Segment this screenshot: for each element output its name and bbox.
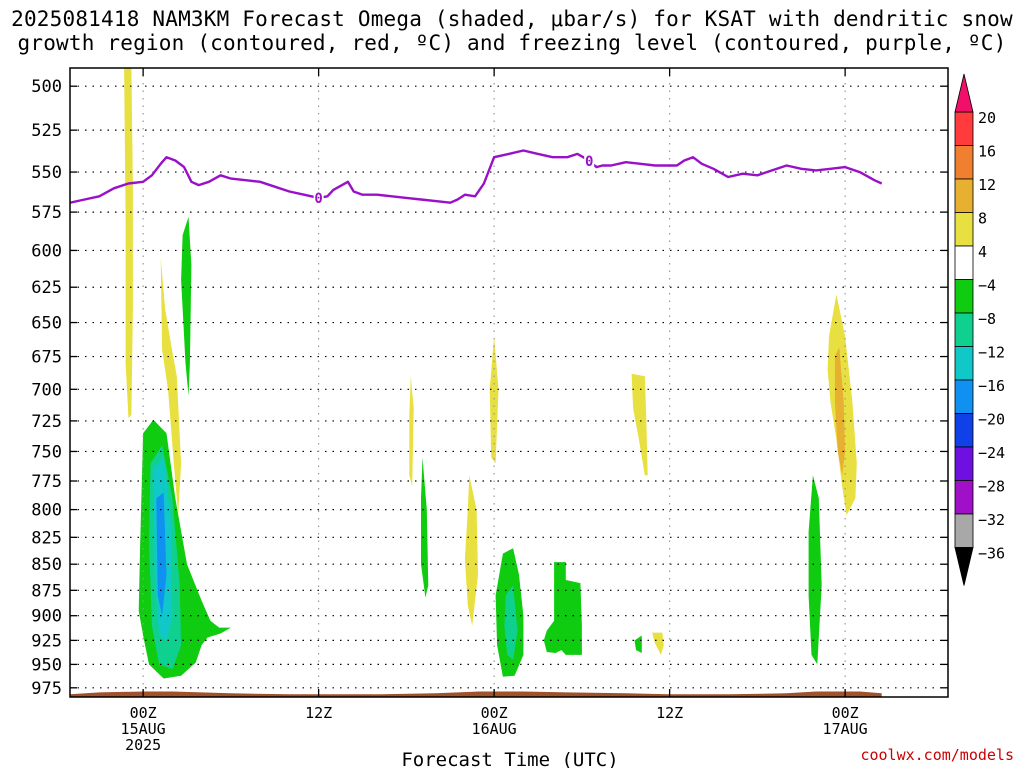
x-tick-label: 00Z (481, 704, 508, 722)
omega-region-yellow-dot-16aug (652, 632, 664, 655)
colorbar-bin (954, 212, 974, 247)
y-tick-label: 725 (31, 412, 62, 432)
plot-content: 00 (70, 68, 948, 697)
y-tick-label: 950 (31, 655, 62, 675)
y-tick-label: 700 (31, 380, 62, 400)
terrain-fill (70, 691, 882, 697)
colorbar: 20 16 12 8 4 −4 −8 −12 −16 −20 −24 −28 −32 −36 (954, 73, 1005, 586)
colorbar-bin (954, 312, 974, 347)
freezing-level-label: 0 (314, 191, 322, 207)
y-tick-label: 575 (31, 203, 62, 223)
colorbar-label: 16 (978, 143, 996, 161)
omega-region-teal-core-16aug (504, 585, 518, 660)
omega-region-blue-core-15aug (156, 492, 167, 616)
y-tick-label: 675 (31, 348, 62, 368)
colorbar-bin (954, 279, 974, 314)
y-tick-label: 500 (31, 77, 62, 97)
colorbar-label: −32 (978, 511, 1005, 529)
omega-region-green-sliver-16aug (421, 457, 429, 598)
colorbar-label: −28 (978, 478, 1005, 496)
omega-region-orange-core-17aug (834, 347, 846, 476)
credit-text: coolwx.com/models (860, 746, 1014, 764)
y-tick-label: 825 (31, 528, 62, 548)
x-tick-label: 12Z (656, 704, 683, 722)
omega-region-yellow-tower-15aug (124, 68, 133, 419)
colorbar-label: −4 (978, 277, 996, 295)
omega-region-yellow-sliver-16aug-a (409, 376, 414, 487)
colorbar-bin (954, 145, 974, 180)
omega-region-green-dot-16aug (634, 635, 642, 653)
colorbar-bin (954, 413, 974, 448)
colorbar-bin (954, 346, 974, 381)
colorbar-bin (954, 446, 974, 481)
colorbar-label: 8 (978, 210, 987, 228)
omega-region-green-sliver-17aug (808, 475, 822, 665)
freezing-level-label-bg (584, 154, 595, 169)
x-axis-label: Forecast Time (UTC) (401, 749, 618, 768)
y-tick-label: 975 (31, 679, 62, 699)
chart-title-line-2: growth region (contoured, red, ºC) and f… (17, 31, 1007, 55)
colorbar-bin (954, 178, 974, 213)
y-tick-label: 925 (31, 631, 62, 651)
colorbar-bin (954, 245, 974, 280)
y-tick-label: 775 (31, 472, 62, 492)
x-tick-label: 12Z (305, 704, 332, 722)
colorbar-label: −8 (978, 310, 996, 328)
colorbar-bin (954, 111, 974, 146)
freezing-level-label-bg (313, 190, 324, 205)
omega-region-yellow-blob-16aug-a (464, 475, 478, 626)
colorbar-label: −36 (978, 545, 1005, 563)
x-tick-label: 2025 (125, 736, 161, 754)
y-tick-label: 875 (31, 581, 62, 601)
colorbar-label: −16 (978, 377, 1005, 395)
x-tick-label: 17AUG (823, 720, 868, 738)
x-tick-label: 16AUG (472, 720, 517, 738)
colorbar-label: −20 (978, 411, 1005, 429)
x-tick-label: 00Z (130, 704, 157, 722)
y-tick-label: 600 (31, 241, 62, 261)
colorbar-label: 12 (978, 176, 996, 194)
x-tick-label: 15AUG (121, 720, 166, 738)
y-tick-label: 900 (31, 607, 62, 627)
y-tick-label: 650 (31, 314, 62, 334)
y-tick-label: 800 (31, 501, 62, 521)
freezing-level-label: 0 (585, 154, 593, 170)
y-tick-label: 850 (31, 555, 62, 575)
colorbar-label: −12 (978, 344, 1005, 362)
x-tick-label: 00Z (832, 704, 859, 722)
colorbar-label: 20 (978, 109, 996, 127)
axes: 500 525 550 575 600 625 650 675 700 725 750 775 800 8… (31, 67, 949, 754)
freezing-level-line (70, 149, 883, 204)
omega-region-yellow-blob-16aug-b (489, 336, 499, 464)
plot-frame (69, 67, 949, 698)
colorbar-top-arrow (954, 73, 974, 113)
y-tick-label: 525 (31, 121, 62, 141)
colorbar-bottom-arrow (954, 547, 974, 586)
colorbar-bin (954, 513, 974, 548)
omega-region-green-upper-15aug (181, 216, 192, 396)
y-tick-label: 550 (31, 163, 62, 183)
colorbar-bin (954, 379, 974, 414)
y-tick-label: 750 (31, 442, 62, 462)
colorbar-label: −24 (978, 444, 1005, 462)
omega-region-green-block-16aug (543, 562, 582, 655)
chart-title-line-1: 2025081418 NAM3KM Forecast Omega (shaded… (11, 7, 1013, 31)
plot-area: 00 (70, 68, 948, 697)
omega-region-yellow-streak-16aug (631, 373, 648, 476)
colorbar-bin (954, 480, 974, 515)
y-tick-label: 625 (31, 278, 62, 298)
colorbar-label: 4 (978, 243, 987, 261)
